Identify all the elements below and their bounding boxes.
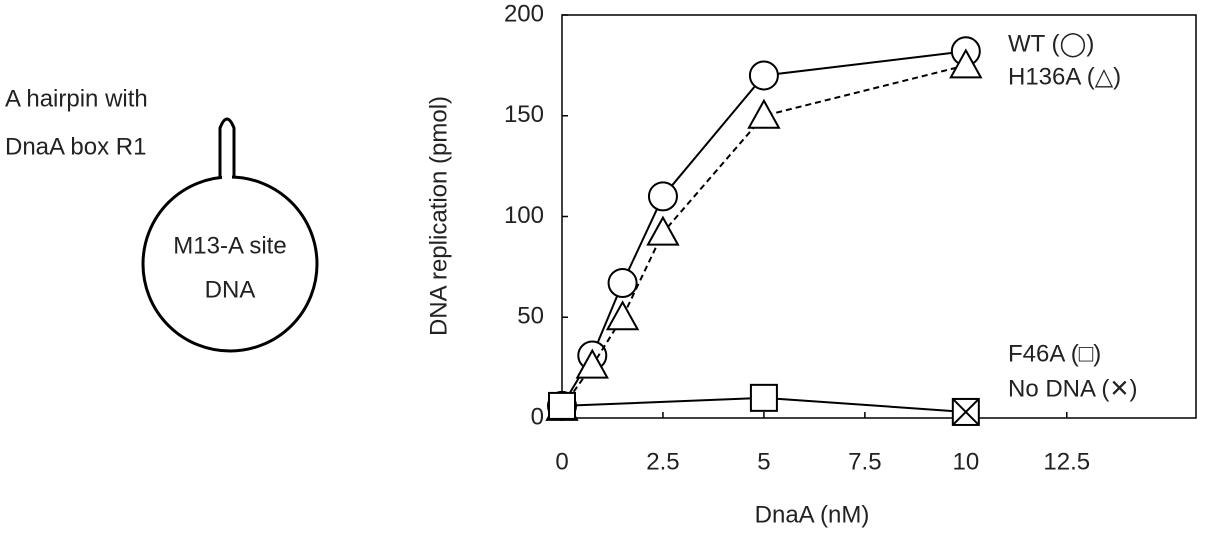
- marker: [748, 60, 779, 91]
- legend-label: WT (◯): [1008, 30, 1094, 57]
- legend-label: H136A (△): [1008, 63, 1121, 90]
- hairpin-label: A hairpin with: [5, 85, 148, 112]
- marker: [749, 383, 778, 412]
- diagram: A hairpin with DnaA box R1 M13-A site DN…: [5, 85, 319, 353]
- hairpin: [218, 117, 236, 178]
- x-axis-label: DnaA (nM): [755, 501, 870, 528]
- marker: [575, 348, 609, 379]
- marker: [952, 398, 980, 426]
- circle-label: M13-A site: [173, 232, 286, 259]
- x-tick-label: 10: [952, 448, 979, 475]
- y-tick-label: 200: [504, 0, 544, 27]
- x-tick-label: 5: [757, 448, 770, 475]
- marker: [605, 300, 640, 331]
- y-tick-label: 100: [504, 202, 544, 229]
- x-tick-label: 12.5: [1043, 448, 1090, 475]
- marker: [607, 267, 638, 298]
- y-axis-label: DNA replication (pmol): [425, 96, 452, 336]
- hairpin-label: DnaA box R1: [5, 133, 146, 160]
- marker: [646, 215, 680, 246]
- y-tick-label: 0: [531, 403, 544, 430]
- y-tick-label: 150: [504, 101, 544, 128]
- y-tick-label: 50: [517, 303, 544, 330]
- marker: [548, 391, 576, 420]
- x-tick-label: 0: [555, 448, 568, 475]
- marker: [647, 181, 678, 212]
- x-tick-label: 7.5: [848, 448, 881, 475]
- hairpin-join: [222, 172, 232, 182]
- x-tick-label: 2.5: [646, 448, 679, 475]
- legend-label: No DNA (✕): [1008, 375, 1137, 402]
- marker: [747, 98, 781, 129]
- circle-label: DNA: [205, 276, 256, 303]
- dna-circle: [141, 175, 319, 353]
- legend-label: F46A (□): [1008, 340, 1101, 367]
- marker: [949, 48, 983, 79]
